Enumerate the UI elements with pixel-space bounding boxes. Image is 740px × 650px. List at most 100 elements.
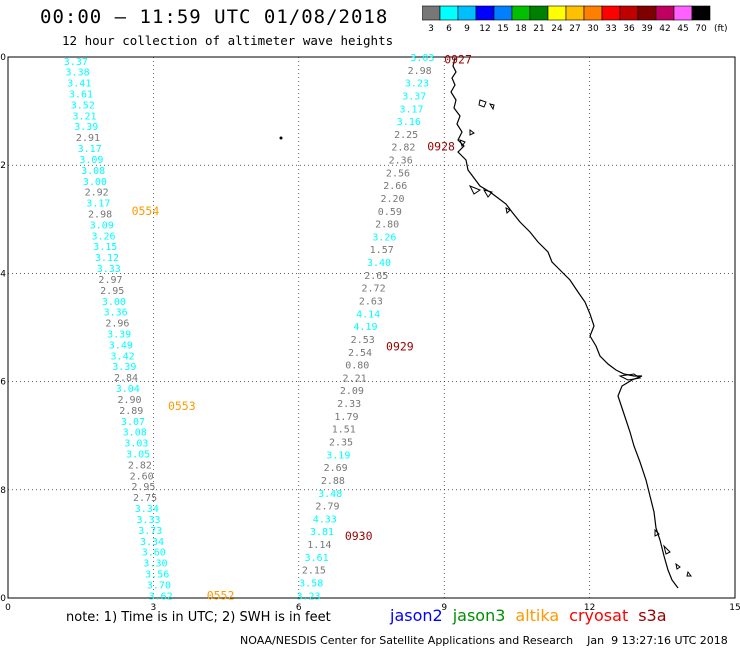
wave-height-label: 2.82: [128, 460, 152, 471]
plot-frame: [7, 56, 736, 599]
colorbar-label: 39: [641, 24, 653, 33]
wave-height-label: 2.92: [85, 188, 109, 199]
wave-height-label: 3.17: [78, 144, 102, 155]
wave-height-label: 2.60: [130, 471, 154, 482]
wave-height-label: 3.60: [142, 548, 166, 559]
wave-height-label: 3.48: [318, 489, 342, 500]
wave-height-label: 2.82: [391, 143, 415, 154]
satellite-legend: jason2 jason3 altika cryosat s3a: [390, 606, 677, 625]
wave-height-label: 3.00: [102, 297, 126, 308]
colorbar-label: 33: [605, 24, 616, 33]
wave-height-label: 3.39: [107, 329, 131, 340]
wave-height-label: 3.62: [149, 591, 173, 602]
wave-height-label: 0.80: [345, 361, 369, 372]
wave-height-label: 3.17: [399, 104, 423, 115]
wave-height-label: 2.98: [408, 66, 432, 77]
x-tick-label: 3: [151, 603, 157, 613]
legend-cryosat: cryosat: [569, 606, 629, 625]
wave-height-label: 2.80: [375, 220, 399, 231]
wave-height-label: 3.21: [72, 111, 96, 122]
y-tick-label: -2: [0, 161, 6, 171]
wave-height-label: 3.37: [64, 57, 88, 68]
wave-height-label: 3.09: [79, 155, 103, 166]
pass-time-label: 0552: [207, 588, 235, 602]
wave-height-label: 3.00: [83, 177, 107, 188]
wave-height-label: 3.52: [71, 100, 95, 111]
coastline: [279, 57, 692, 589]
wave-height-label: 3.33: [97, 264, 121, 275]
wave-height-label: 2.36: [389, 156, 413, 167]
wave-height-label: 3.73: [138, 526, 162, 537]
pass-time-label: 0929: [386, 339, 414, 353]
wave-height-label: 2.56: [386, 168, 410, 179]
wave-height-label: 3.15: [93, 242, 117, 253]
x-tick-label: 15: [729, 603, 740, 613]
wave-height-label: 3.34: [140, 537, 164, 548]
wave-height-label: 2.89: [119, 406, 143, 417]
wave-height-label: 2.95: [100, 286, 124, 297]
credit-line: NOAA/NESDIS Center for Satellite Applica…: [240, 634, 728, 647]
wave-height-label: 3.09: [90, 220, 114, 231]
wave-height-label: 2.63: [359, 297, 383, 308]
wave-height-label: 3.56: [145, 569, 169, 580]
wave-height-label: 3.49: [109, 340, 133, 351]
wave-height-label: 2.79: [315, 502, 339, 513]
wave-height-label: 3.19: [326, 450, 350, 461]
pass-time-label: 0554: [132, 204, 160, 218]
wave-height-label: 2.15: [302, 566, 326, 577]
legend-jason3: jason3: [452, 606, 506, 625]
wave-height-label: 3.40: [367, 258, 391, 269]
colorbar-label: 3: [428, 24, 434, 33]
colorbar-label: 12: [479, 24, 490, 33]
wave-height-label: 4.14: [356, 309, 380, 320]
wave-height-label: 1.57: [370, 245, 394, 256]
wave-height-label: 3.26: [92, 231, 116, 242]
wave-height-label: 2.72: [362, 284, 386, 295]
pass-time-label: 0927: [444, 53, 472, 67]
wave-height-label: 2.35: [329, 437, 353, 448]
wave-height-label: 1.14: [307, 540, 331, 551]
wave-height-label: 3.03: [124, 439, 148, 450]
wave-height-label: 3.07: [121, 417, 145, 428]
wave-height-label: 3.42: [111, 351, 135, 362]
wave-height-label: 2.96: [105, 319, 129, 330]
wave-height-label: 2.66: [383, 181, 407, 192]
wave-height-label: 4.33: [313, 514, 337, 525]
wave-height-label: 3.03: [410, 53, 434, 64]
colorbar-label: 45: [677, 24, 688, 33]
altimeter-tracks: 3.373.383.413.613.523.213.392.913.173.09…: [64, 53, 472, 603]
wave-height-label: 3.23: [405, 79, 429, 90]
pass-time-label: 0930: [345, 529, 373, 543]
wave-height-label: 3.37: [402, 91, 426, 102]
colorbar-label: 24: [551, 24, 563, 33]
wave-height-label: 2.54: [348, 348, 372, 359]
wave-height-label: 3.81: [310, 527, 334, 538]
wave-height-label: 2.75: [133, 493, 157, 504]
x-tick-label: 6: [296, 603, 302, 613]
colorbar-label: 36: [623, 24, 635, 33]
wave-height-label: 3.30: [143, 559, 167, 570]
axis-tick-labels: 0 3 6 9 12 15 0 -2 -4 -6 -8 -10: [0, 53, 740, 613]
wave-height-label: 3.61: [69, 90, 93, 101]
wave-height-label: 3.05: [126, 449, 150, 460]
y-tick-label: -4: [0, 269, 6, 279]
wave-height-label: 1.51: [332, 425, 356, 436]
legend-s3a: s3a: [638, 606, 667, 625]
wave-height-label: 3.04: [116, 384, 140, 395]
wave-height-label: 2.20: [381, 194, 405, 205]
wave-height-label: 0.59: [378, 207, 402, 218]
wave-height-label: 3.34: [135, 504, 159, 515]
wave-height-label: 3.12: [95, 253, 119, 264]
wave-height-label: 2.95: [131, 482, 155, 493]
wave-height-label: 4.19: [353, 322, 377, 333]
wave-height-label: 3.41: [67, 79, 91, 90]
colorbar-label: 15: [497, 24, 508, 33]
y-tick-label: -8: [0, 486, 6, 496]
wave-height-label: 3.36: [104, 308, 128, 319]
wave-height-label: 2.98: [88, 210, 112, 221]
pass-time-label: 0928: [427, 139, 455, 153]
wave-height-label: 3.39: [74, 122, 98, 133]
wave-height-label: 2.33: [337, 399, 361, 410]
wave-height-label: 3.08: [123, 428, 147, 439]
